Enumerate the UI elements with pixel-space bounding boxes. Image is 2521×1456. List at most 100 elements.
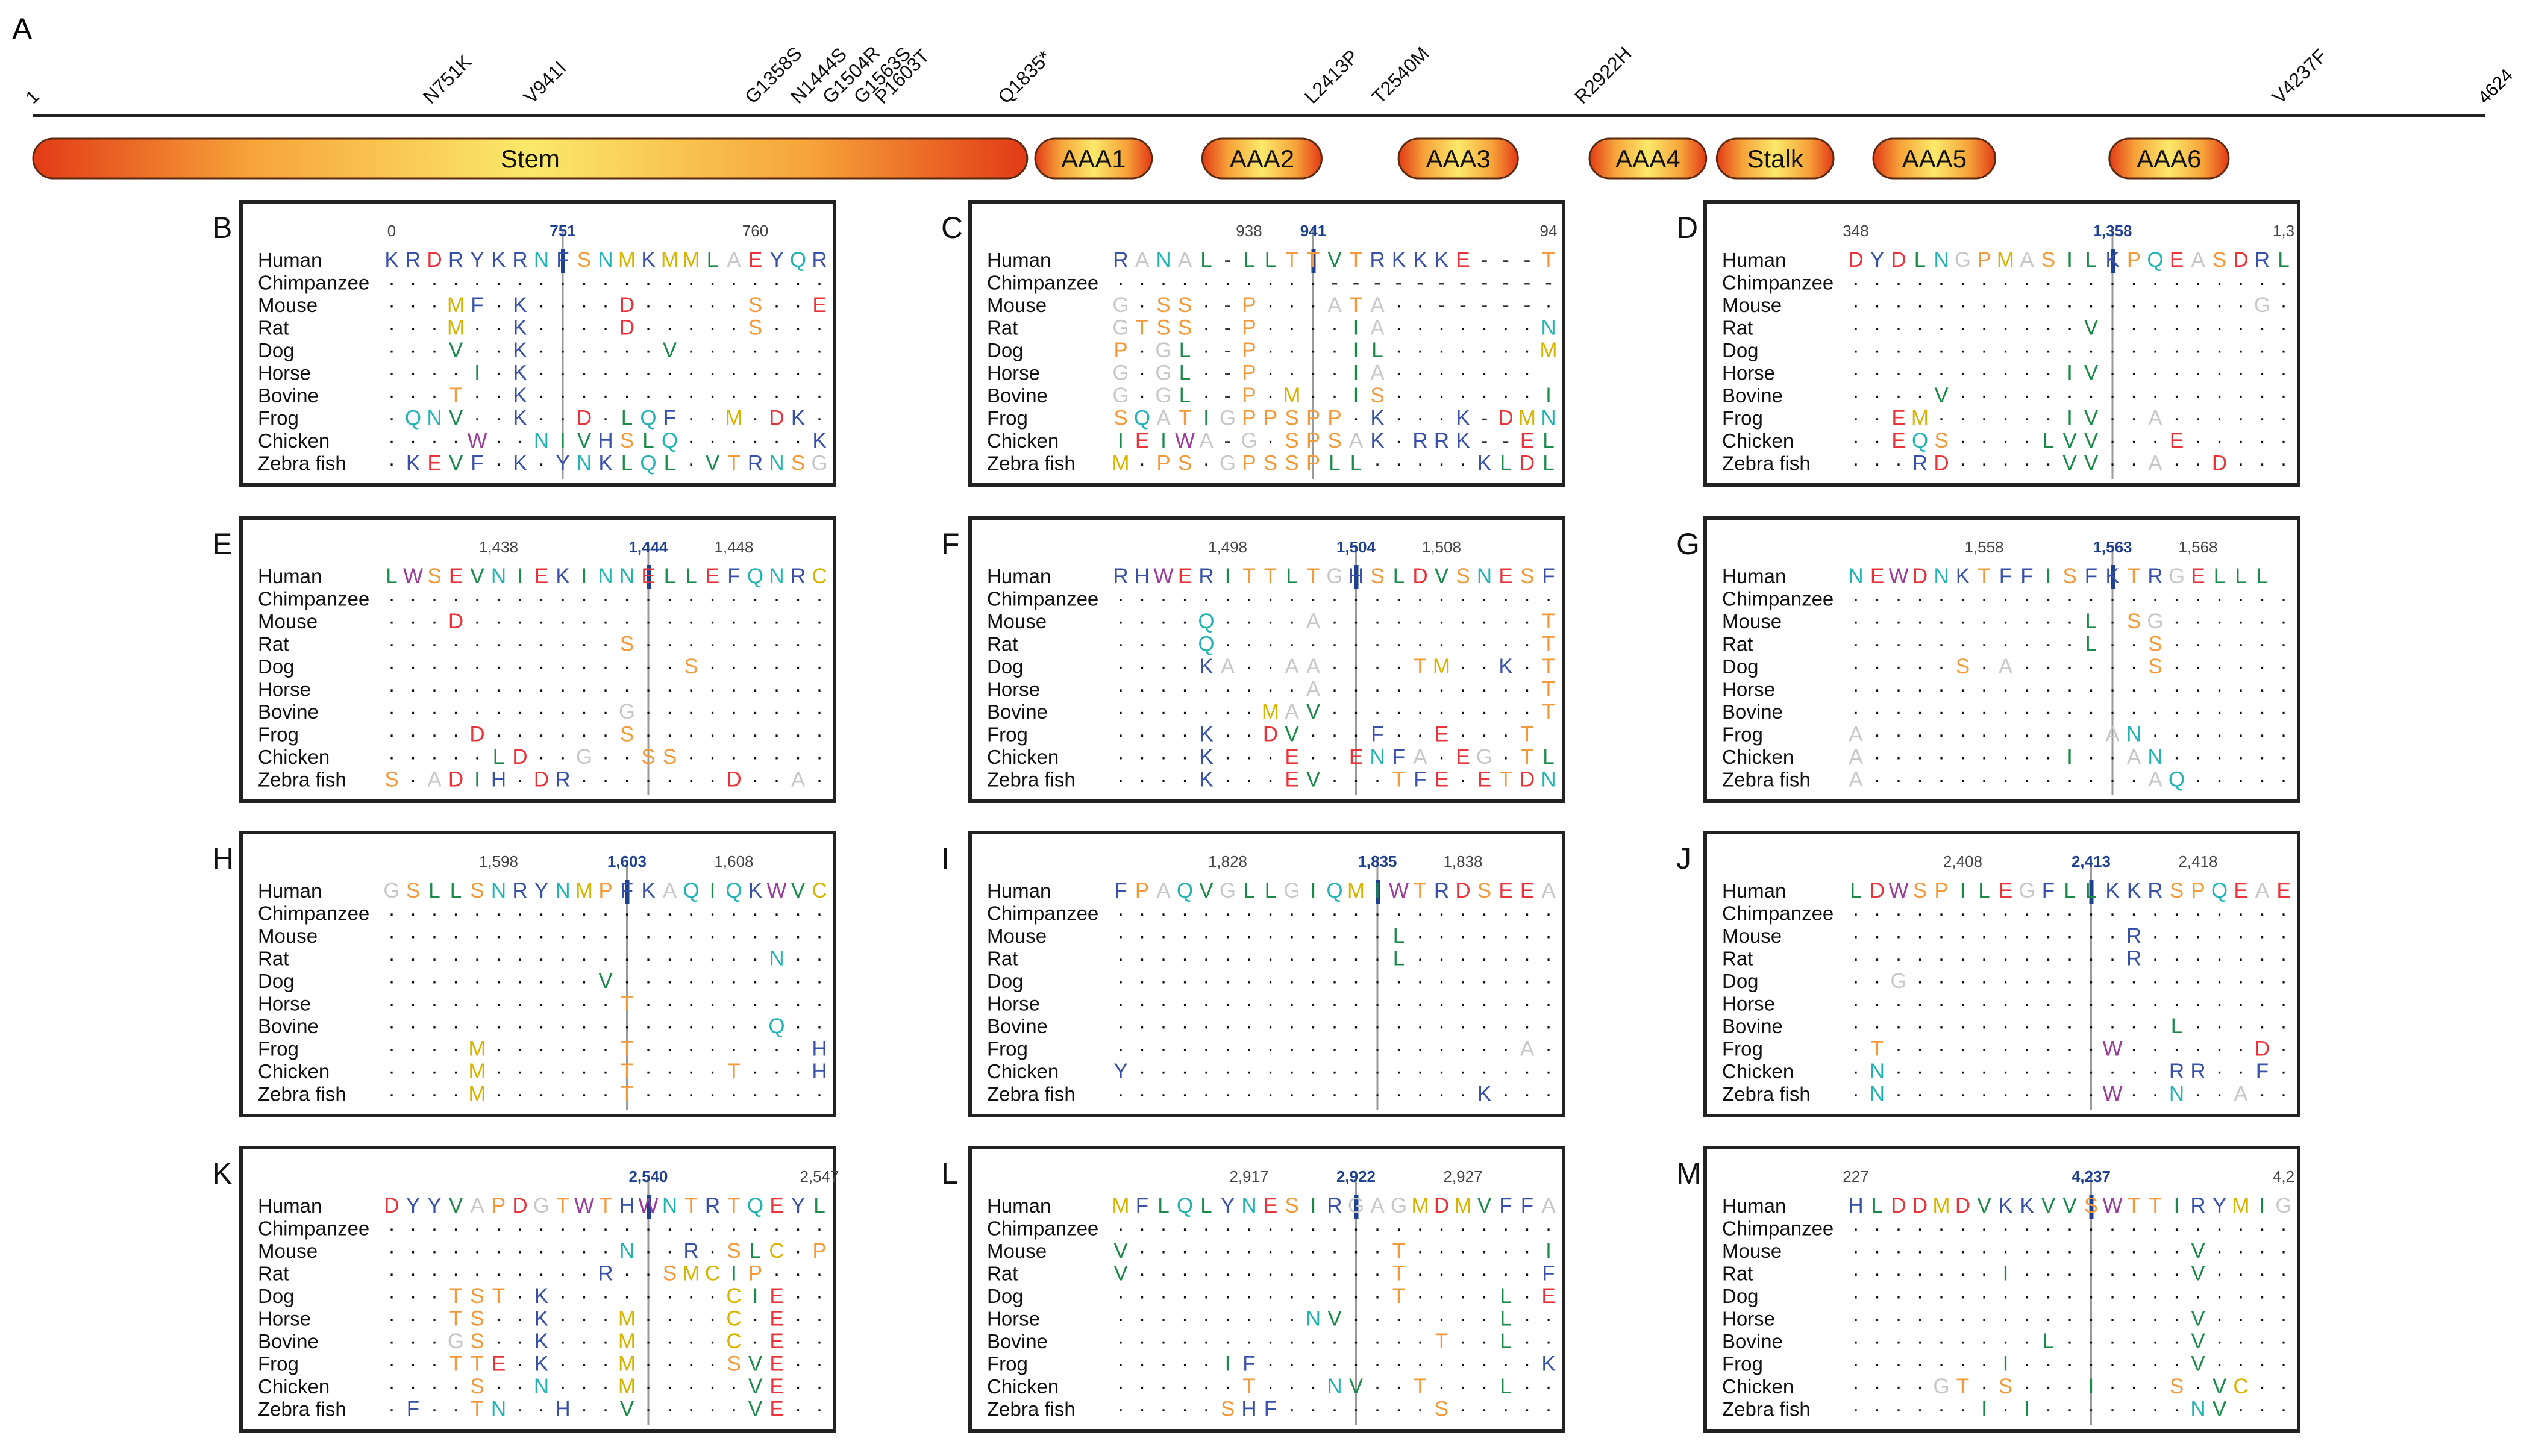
position-tick: 2,540: [628, 1167, 668, 1186]
residue: ·: [752, 970, 759, 993]
position-tick: 941: [1300, 222, 1326, 240]
residue: ·: [795, 655, 801, 678]
residue: I: [1545, 384, 1552, 407]
residue: ·: [1417, 925, 1423, 948]
residue: N: [577, 452, 592, 475]
residue: ·: [1117, 1330, 1124, 1353]
residue: ·: [709, 430, 716, 452]
position-tick: 938: [1236, 222, 1262, 240]
residue: N: [2126, 723, 2141, 746]
residue: ·: [1852, 678, 1859, 701]
residue: ·: [752, 925, 759, 948]
residue: ·: [1331, 1240, 1338, 1263]
residue: ·: [2109, 902, 2115, 925]
residue: ·: [1959, 1398, 1966, 1421]
residue: ·: [1374, 925, 1380, 948]
position-tick: 94: [1540, 222, 1558, 240]
residue: Y: [769, 248, 783, 272]
residue: ·: [687, 925, 694, 948]
residue: ·: [2194, 925, 2201, 948]
residue: ·: [2109, 769, 2115, 792]
residue: S: [384, 768, 398, 792]
residue: F: [1414, 768, 1426, 792]
residue: ·: [666, 1060, 673, 1083]
residue: I: [2067, 361, 2073, 385]
panel-frame: [239, 831, 836, 1117]
residue: ·: [1502, 1240, 1509, 1263]
residue: ·: [816, 1015, 822, 1038]
residue: ·: [687, 1285, 694, 1308]
residue: ·: [1374, 1083, 1380, 1106]
residue: V: [2062, 452, 2077, 475]
residue: ·: [1395, 902, 1402, 925]
species-label: Human: [1722, 249, 1786, 271]
residue: ·: [410, 948, 416, 970]
residue: ·: [2066, 1263, 2073, 1286]
residue: ·: [624, 746, 630, 769]
residue: ·: [687, 610, 694, 633]
residue: K: [1199, 723, 1213, 746]
residue: Y: [427, 1194, 441, 1217]
residue: ·: [1117, 633, 1124, 656]
residue: ·: [1353, 1217, 1359, 1240]
variant-cursor: [647, 1195, 651, 1219]
species-label: Human: [987, 880, 1051, 902]
residue: ·: [645, 701, 651, 723]
residue: ·: [474, 317, 480, 340]
position-tick: 1,508: [1422, 538, 1461, 556]
residue: S: [406, 879, 420, 902]
residue: ·: [666, 1330, 673, 1353]
residue: ·: [666, 902, 673, 925]
residue: ·: [1139, 362, 1145, 385]
residue: ·: [2045, 1375, 2052, 1398]
residue: ·: [1917, 925, 1923, 948]
variant-cursor: [625, 880, 630, 904]
residue: ·: [2280, 1263, 2287, 1286]
residue: ·: [645, 1038, 651, 1061]
residue: Q: [640, 452, 656, 475]
residue: ·: [2045, 610, 2052, 633]
residue: -: [1502, 293, 1509, 317]
residue: I: [2003, 1262, 2009, 1286]
residue: ·: [1874, 1285, 1881, 1308]
residue: ·: [2066, 1308, 2073, 1331]
residue: -: [1502, 271, 1509, 295]
residue: T: [1242, 1375, 1255, 1398]
residue: ·: [2066, 1038, 2073, 1061]
residue: I: [474, 361, 480, 385]
residue: ·: [2023, 407, 2030, 430]
residue: ·: [1938, 1060, 1944, 1083]
residue: ·: [1938, 317, 1944, 340]
residue: ·: [2002, 925, 2009, 948]
residue: ·: [1502, 925, 1509, 948]
residue: N: [598, 564, 613, 588]
residue: ·: [602, 1083, 609, 1106]
residue: E: [492, 1352, 506, 1376]
residue: T: [621, 992, 633, 1016]
residue: ·: [2173, 610, 2180, 633]
residue: ·: [1959, 452, 1966, 475]
residue: ·: [2216, 701, 2223, 723]
residue: S: [2148, 655, 2162, 678]
residue: E: [1178, 564, 1192, 588]
species-label: Chimpanzee: [258, 272, 369, 294]
residue: ·: [1502, 1038, 1509, 1061]
residue: ·: [1203, 1353, 1209, 1376]
residue: E: [769, 1284, 783, 1308]
residue: I: [2046, 564, 2052, 588]
residue: -: [1224, 384, 1232, 407]
residue: ·: [816, 1308, 822, 1331]
residue: ·: [1981, 1375, 1987, 1398]
residue: M: [2232, 1194, 2249, 1217]
residue: ·: [1874, 925, 1881, 948]
residue: F: [1542, 1262, 1555, 1286]
residue: ·: [1224, 1083, 1231, 1106]
residue: ·: [1874, 588, 1881, 611]
residue: ·: [1502, 1398, 1509, 1421]
residue: ·: [2066, 948, 2073, 970]
residue: M: [682, 1262, 700, 1286]
residue: K: [513, 452, 527, 475]
residue: E: [1456, 248, 1470, 272]
residue: ·: [1417, 1083, 1423, 1106]
